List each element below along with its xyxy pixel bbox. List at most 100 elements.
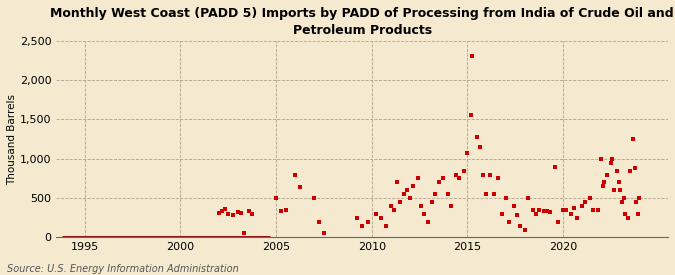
Point [290, 172, 300, 177]
Point [545, 210, 556, 214]
Point [227, 213, 238, 218]
Point [319, 231, 329, 236]
Point [500, 196, 511, 200]
Point [371, 211, 382, 216]
Point [534, 208, 545, 212]
Point [401, 188, 412, 192]
Point [427, 200, 437, 204]
Point [615, 188, 626, 192]
Point [484, 172, 495, 177]
Point [466, 54, 477, 58]
Point [576, 204, 587, 208]
Point [585, 196, 595, 200]
Point [381, 223, 392, 228]
Point [614, 180, 624, 185]
Point [549, 164, 560, 169]
Point [599, 180, 610, 185]
Point [634, 196, 645, 200]
Point [385, 204, 396, 208]
Point [597, 184, 608, 188]
Point [462, 150, 472, 155]
Point [628, 137, 639, 141]
Point [419, 211, 430, 216]
Point [376, 216, 387, 220]
Point [531, 211, 541, 216]
Point [213, 211, 224, 215]
Point [438, 176, 449, 181]
Point [389, 208, 400, 212]
Point [539, 209, 549, 214]
Point [580, 200, 591, 204]
Point [356, 223, 367, 228]
Point [446, 204, 457, 208]
Point [566, 211, 576, 216]
Point [458, 168, 469, 173]
Point [475, 145, 485, 149]
Point [363, 219, 374, 224]
Point [416, 204, 427, 208]
Point [314, 219, 325, 224]
Point [629, 166, 640, 170]
Point [430, 192, 441, 196]
Point [630, 200, 641, 204]
Point [616, 200, 627, 204]
Point [620, 211, 630, 216]
Point [511, 213, 522, 218]
Point [612, 168, 622, 173]
Point [508, 204, 519, 208]
Point [223, 211, 234, 216]
Y-axis label: Thousand Barrels: Thousand Barrels [7, 94, 17, 185]
Point [553, 219, 564, 224]
Point [433, 180, 444, 185]
Point [607, 156, 618, 161]
Point [602, 172, 613, 177]
Point [404, 196, 415, 200]
Title: Monthly West Coast (PADD 5) Imports by PADD of Processing from India of Crude Oi: Monthly West Coast (PADD 5) Imports by P… [51, 7, 674, 37]
Point [294, 185, 305, 189]
Point [392, 180, 402, 185]
Point [422, 219, 433, 224]
Point [561, 208, 572, 212]
Point [408, 184, 418, 188]
Point [451, 172, 462, 177]
Point [465, 112, 476, 117]
Point [309, 196, 320, 200]
Point [236, 211, 246, 215]
Point [519, 227, 530, 232]
Point [244, 209, 254, 214]
Point [605, 161, 616, 165]
Point [247, 211, 258, 216]
Point [478, 172, 489, 177]
Point [412, 176, 423, 181]
Point [481, 192, 492, 196]
Point [504, 219, 514, 224]
Point [280, 208, 291, 212]
Point [541, 209, 552, 214]
Point [489, 192, 500, 196]
Point [596, 156, 607, 161]
Point [239, 231, 250, 236]
Point [568, 205, 579, 210]
Point [572, 216, 583, 220]
Point [275, 209, 286, 214]
Point [514, 223, 525, 228]
Point [632, 211, 643, 216]
Point [593, 208, 603, 212]
Point [492, 176, 503, 181]
Point [522, 196, 533, 200]
Point [624, 168, 635, 173]
Point [398, 192, 409, 196]
Point [219, 207, 230, 211]
Point [395, 200, 406, 204]
Point [454, 176, 464, 181]
Point [623, 216, 634, 220]
Point [558, 208, 568, 212]
Point [271, 196, 281, 200]
Point [352, 216, 362, 220]
Point [217, 209, 227, 214]
Point [471, 134, 482, 139]
Text: Source: U.S. Energy Information Administration: Source: U.S. Energy Information Administ… [7, 264, 238, 274]
Point [609, 188, 620, 192]
Point [443, 192, 454, 196]
Point [588, 208, 599, 212]
